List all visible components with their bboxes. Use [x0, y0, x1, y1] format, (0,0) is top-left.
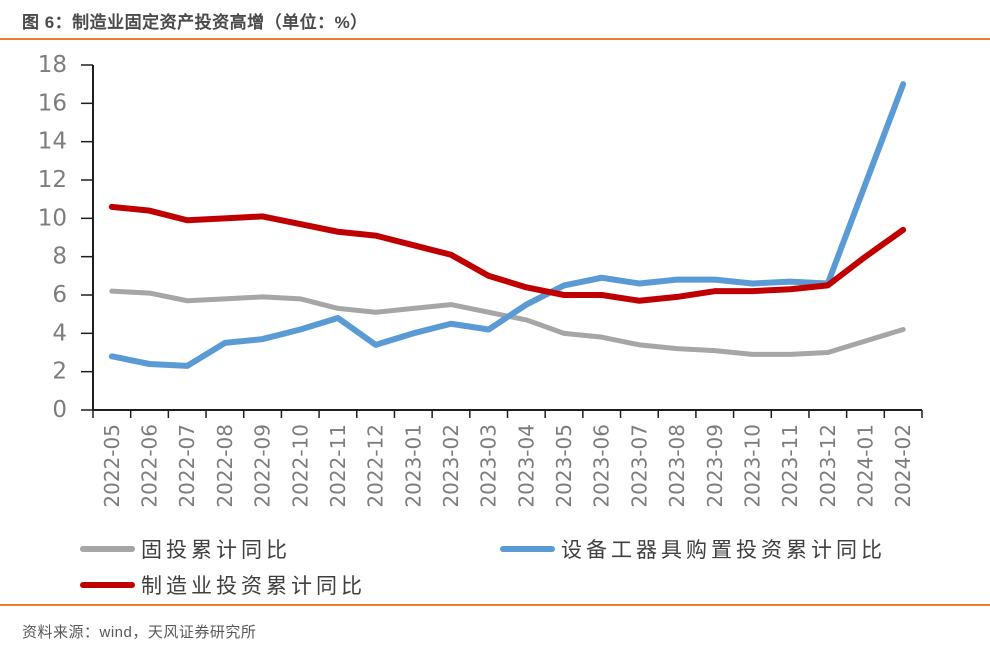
x-tick-label: 2023-12	[816, 424, 840, 508]
y-tick-label: 16	[38, 90, 67, 116]
x-tick-label: 2022-08	[213, 424, 237, 508]
x-tick-label: 2024-02	[891, 424, 915, 508]
legend-label-fixed-asset-investment: 固投累计同比	[141, 538, 291, 562]
y-tick-label: 14	[38, 129, 67, 155]
legend-item-equipment-purchase-investment: 设备工器具购置投资累计同比	[500, 536, 886, 562]
footer-divider	[0, 604, 990, 606]
figure-title: 图 6：制造业固定资产投资高增（单位：%）	[22, 13, 368, 32]
x-tick-label: 2023-03	[477, 424, 501, 508]
y-tick-label: 2	[52, 359, 67, 385]
blue-line-swatch	[500, 546, 555, 552]
legend-item-fixed-asset-investment: 固投累计同比	[80, 536, 291, 562]
x-tick-label: 2023-09	[703, 424, 727, 508]
x-tick-label: 2023-04	[514, 424, 538, 508]
x-tick-label: 2023-07	[627, 424, 651, 508]
series-line-blue	[108, 81, 907, 369]
x-tick-label: 2022-10	[288, 424, 312, 508]
x-tick-label: 2022-12	[364, 424, 388, 508]
y-tick-label: 6	[52, 282, 67, 308]
y-tick-label: 10	[38, 205, 67, 231]
x-tick-label: 2024-01	[853, 424, 877, 508]
series-line-red	[108, 203, 907, 304]
x-tick-label: 2022-07	[175, 424, 199, 508]
y-tick-label: 12	[38, 167, 67, 193]
x-tick-label: 2023-05	[552, 424, 576, 508]
x-tick-label: 2023-11	[778, 424, 802, 508]
y-tick-label: 4	[52, 320, 67, 346]
x-tick-label: 2023-10	[740, 424, 764, 508]
x-tick-label: 2023-01	[401, 424, 425, 508]
source-note: 资料来源：wind，天风证券研究所	[22, 624, 257, 641]
gray-line-swatch	[80, 546, 135, 552]
y-tick-label: 0	[52, 397, 67, 423]
legend-item-manufacturing-investment: 制造业投资累计同比	[80, 572, 366, 598]
x-tick-label: 2022-05	[100, 424, 124, 508]
legend-label-manufacturing-investment: 制造业投资累计同比	[141, 574, 366, 598]
y-tick-label: 18	[38, 52, 67, 78]
x-tick-label: 2022-09	[251, 424, 275, 508]
title-divider	[0, 38, 990, 40]
y-tick-label: 8	[52, 244, 67, 270]
red-line-swatch	[80, 582, 135, 588]
legend-label-equipment-purchase-investment: 设备工器具购置投资累计同比	[561, 538, 886, 562]
x-tick-label: 2022-06	[138, 424, 162, 508]
x-tick-label: 2022-11	[326, 424, 350, 508]
line-chart-canvas: 0 2 4 6 8 10 12 14 16 18 2022-05 2022-06 2022-07 2022…	[38, 52, 923, 508]
x-tick-label: 2023-02	[439, 424, 463, 508]
x-tick-label: 2023-06	[590, 424, 614, 508]
x-tick-label: 2023-08	[665, 424, 689, 508]
